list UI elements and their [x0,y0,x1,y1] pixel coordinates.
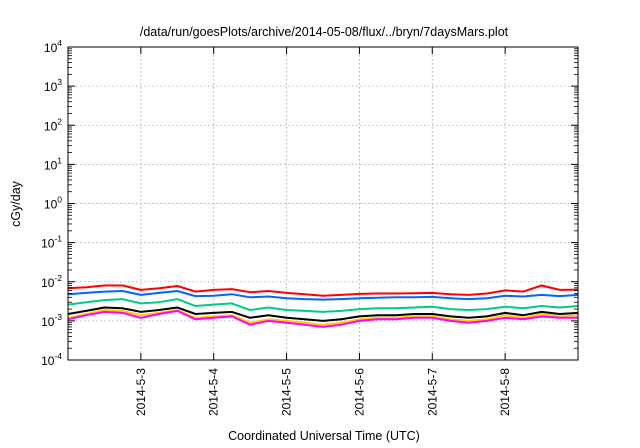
x-tick-label: 2014-5-4 [207,368,221,416]
series-line-1 [67,284,579,297]
x-tick-label: 2014-5-5 [280,368,294,416]
y-tick-label: 102 [44,116,62,133]
tick-layer: 10-4 10-3 10-2 10-1 100 101 102 103 104 2014-5-3 2… [41,38,578,416]
series-layer [67,284,579,328]
y-tick-label: 10-1 [41,234,62,251]
y-axis-label: cGy/day [9,180,23,227]
series-line-4 [67,306,579,322]
grid [68,47,578,360]
y-tick-label: 10-4 [41,351,62,368]
series-line-5 [67,309,579,326]
series-line-3 [67,298,579,313]
x-axis-label: Coordinated Universal Time (UTC) [228,429,420,443]
y-tick-label: 10-3 [41,312,62,329]
x-tick-label: 2014-5-7 [425,368,439,416]
x-tick-label: 2014-5-6 [352,368,366,416]
series-line-2 [67,290,579,301]
y-tick-label: 103 [44,77,62,94]
x-tick-label: 2014-5-3 [134,368,148,416]
y-tick-label: 104 [44,38,62,55]
y-tick-label: 100 [44,195,62,212]
y-tick-label: 10-2 [41,273,62,290]
series-line-6 [67,309,578,328]
x-tick-label: 2014-5-8 [498,368,512,416]
y-tick-label: 101 [44,155,62,172]
chart-title: /data/run/goesPlots/archive/2014-05-08/f… [140,25,509,39]
